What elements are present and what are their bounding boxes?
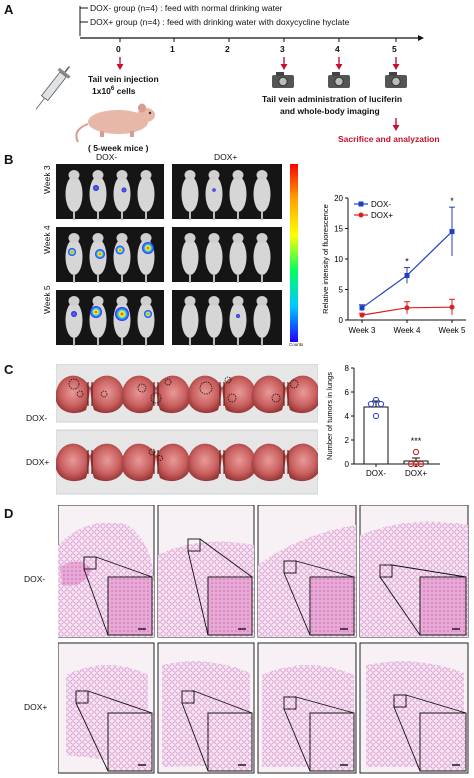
line-point (449, 304, 455, 310)
line-point (404, 305, 410, 311)
timeline-diagram (35, 6, 424, 143)
inset-zoom-lines (75, 538, 467, 772)
cell-count-exponent: 6 (110, 86, 115, 93)
cell-count-base: 1x10 (92, 86, 111, 96)
mice-age-label: ( 5-week mice ) (88, 143, 149, 153)
timeline-tick-1: 1 (170, 44, 175, 54)
significance-star: * (450, 196, 454, 206)
panel-label-c: C (4, 362, 14, 377)
legend-label-0: DOX- (371, 200, 391, 209)
bar-chart-y-axis-label: Number of tumors in lungs (325, 372, 334, 460)
camera-icon-week3 (272, 72, 294, 88)
bar-data-point (417, 460, 425, 468)
line-point (359, 305, 365, 311)
bar-chart-y-tick-label: 8 (345, 364, 350, 373)
bar-data-point (407, 460, 415, 468)
line-chart-y-tick-label: 15 (334, 225, 343, 234)
timeline-tick-2: 2 (225, 44, 230, 54)
bar-data-point (412, 448, 420, 456)
timeline-tick-3: 3 (280, 44, 285, 54)
bar-chart-y-tick-label: 0 (345, 460, 350, 469)
cell-count-label: 1x106 cells (92, 86, 136, 96)
line-chart-x-tick-label: Week 4 (394, 326, 422, 335)
line-chart-x-tick-label: Week 3 (349, 326, 377, 335)
line-chart-x-tick-label: Week 5 (439, 326, 467, 335)
camera-icon-week4 (328, 72, 350, 88)
mouse-icon (75, 103, 155, 143)
luminescence-signals (68, 185, 240, 321)
tumor-outlines (68, 376, 299, 461)
group-minus-description: DOX- group (n=4) : feed with normal drin… (90, 3, 283, 13)
legend-marker (358, 201, 364, 207)
imaging-column-dox-minus: DOX- (96, 152, 118, 162)
histology-row-dox-plus: DOX+ (24, 702, 48, 712)
legend-label-1: DOX+ (371, 211, 393, 220)
bar-DOX- (363, 406, 389, 465)
timeline-tick-0: 0 (116, 44, 121, 54)
color-bar-counts-label: Counts (289, 342, 304, 347)
line-chart-y-tick-label: 5 (339, 286, 344, 295)
line-point (359, 312, 365, 318)
cell-count-unit: cells (114, 86, 136, 96)
legend-marker (358, 212, 364, 218)
timeline-tick-marks (119, 38, 397, 42)
scale-bars (138, 628, 460, 766)
imaging-label-line2: and whole-body imaging (280, 106, 380, 116)
camera-icon-week5 (385, 72, 407, 88)
line-point (449, 229, 455, 235)
sacrifice-label: Sacrifice and analyzation (338, 134, 440, 144)
fluorescence-line-chart: 0 5 10 15 20 Week 3 Week 4 Week 5 Relative inten… (321, 194, 467, 335)
bar-data-point (367, 400, 375, 408)
bar-data-point (372, 412, 380, 420)
lung-histology-grid (58, 505, 469, 774)
syringe-icon (35, 66, 71, 110)
luminescence-color-bar (290, 164, 298, 342)
imaging-row-week5: Week 5 (42, 285, 52, 314)
line-chart-y-axis-label: Relative intensity of fluorescence (321, 204, 330, 314)
imaging-column-dox-plus: DOX+ (214, 152, 238, 162)
line-point (404, 272, 410, 278)
imaging-row-week4: Week 4 (42, 225, 52, 254)
histology-row-dox-minus: DOX- (24, 574, 46, 584)
significance-star: * (405, 257, 409, 267)
panel-label-a: A (4, 2, 14, 17)
lung-photographs (56, 364, 318, 495)
group-plus-description: DOX+ group (n=4) : feed with drinking wa… (90, 17, 350, 27)
imaging-label-line1: Tail vein administration of luciferin (262, 94, 403, 104)
timeline-tick-4: 4 (335, 44, 340, 54)
lung-row-dox-minus: DOX- (26, 413, 48, 423)
histology-insets (107, 576, 467, 772)
bar-data-point (372, 396, 380, 404)
bar-chart-y-tick-label: 4 (345, 412, 350, 421)
timeline-tick-5: 5 (392, 44, 397, 54)
panel-label-b: B (4, 152, 14, 167)
lung-row-dox-plus: DOX+ (26, 457, 50, 467)
injection-label: Tail vein injection (88, 74, 159, 84)
line-chart-y-tick-label: 0 (339, 316, 344, 325)
red-arrows (116, 57, 400, 131)
bar-chart-y-tick-label: 6 (345, 388, 350, 397)
bar-chart-x-tick-label: DOX+ (405, 469, 427, 478)
bar-chart-y-tick-label: 2 (345, 436, 350, 445)
line-chart-y-tick-label: 20 (334, 194, 343, 203)
panel-label-d: D (4, 506, 14, 521)
imaged-mice (65, 170, 271, 346)
line-chart-y-tick-label: 10 (334, 255, 343, 264)
bioluminescence-image-grid (56, 164, 298, 346)
lung-specimens (56, 375, 318, 482)
tumor-count-bar-chart: 0 2 4 6 8 Number of tumors in lungs DOX- DOX+ **… (325, 364, 440, 478)
bar-chart-x-tick-label: DOX- (366, 469, 386, 478)
significance-stars: *** (411, 436, 422, 446)
imaging-row-week3: Week 3 (42, 165, 52, 194)
bar-data-point (377, 400, 385, 408)
